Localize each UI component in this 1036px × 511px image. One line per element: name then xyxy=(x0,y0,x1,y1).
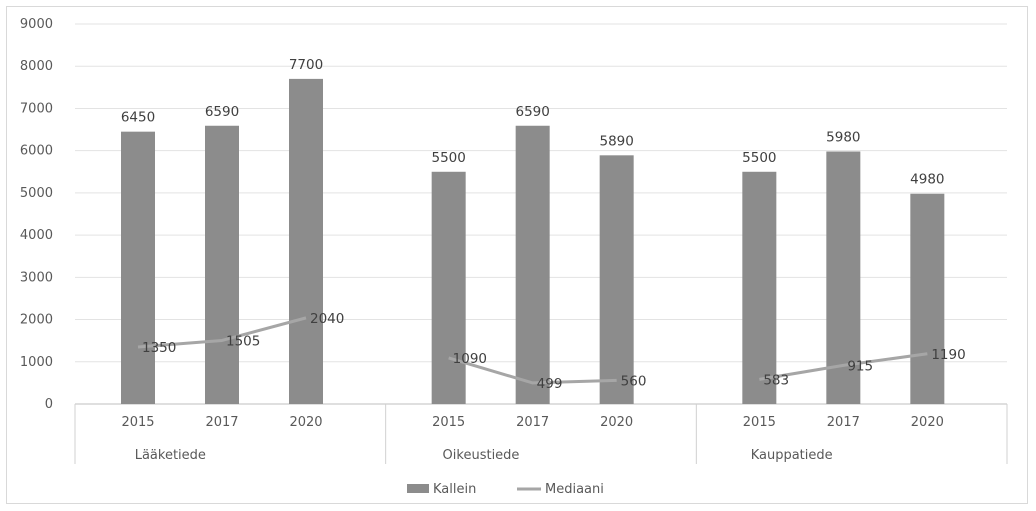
y-tick-label: 4000 xyxy=(20,228,53,243)
bar-value-label: 6590 xyxy=(205,104,239,120)
bar xyxy=(599,155,634,404)
x-tick-label: 2020 xyxy=(289,415,322,430)
bar-value-label: 7700 xyxy=(289,57,323,73)
chart-frame: 0 1000 2000 3000 4000 5000 6000 7000 8000 9000 201… xyxy=(6,6,1028,504)
bar xyxy=(205,125,239,404)
x-tick-label: 2015 xyxy=(432,415,465,430)
x-tick-label: 2015 xyxy=(121,415,154,430)
line-value-label: 560 xyxy=(621,373,647,389)
median-line xyxy=(759,352,928,381)
line-value-label: 583 xyxy=(763,372,789,388)
group-label: Lääketiede xyxy=(135,448,206,463)
y-tick-label: 0 xyxy=(45,397,53,412)
line-value-label: 915 xyxy=(847,358,873,374)
bar-value-label: 6590 xyxy=(515,104,549,120)
line-value-label: 499 xyxy=(537,376,563,392)
line-value-label: 1350 xyxy=(142,340,176,356)
x-tick-label: 2015 xyxy=(743,415,776,430)
median-line xyxy=(448,356,617,385)
line-value-label: 2040 xyxy=(310,311,344,327)
y-tick-label: 2000 xyxy=(20,313,53,328)
y-tick-label: 5000 xyxy=(20,186,53,201)
bar xyxy=(826,151,861,404)
bar xyxy=(289,78,323,404)
line-value-label: 1090 xyxy=(453,351,487,367)
line-value-label: 1190 xyxy=(931,347,965,363)
x-tick-label: 2020 xyxy=(911,415,944,430)
line-value-label: 1505 xyxy=(226,333,260,349)
y-tick-label: 1000 xyxy=(20,355,53,370)
y-tick-label: 8000 xyxy=(20,59,53,74)
median-line xyxy=(137,316,307,349)
x-tick-label: 2017 xyxy=(827,415,860,430)
line-layer xyxy=(137,316,928,385)
bar-value-label: 6450 xyxy=(121,110,155,126)
chart-svg: 0 1000 2000 3000 4000 5000 6000 7000 8000 9000 201… xyxy=(20,17,1008,497)
bar xyxy=(431,171,466,404)
group-label: Oikeustiede xyxy=(443,448,520,463)
bar xyxy=(121,131,155,404)
bar xyxy=(515,125,550,404)
group-label: Kauppatiede xyxy=(751,448,833,463)
y-tick-label: 6000 xyxy=(20,144,53,159)
label-layer: 6450 6590 7700 5500 6590 5890 5500 5980 4980 1350… xyxy=(121,57,966,392)
y-tick-label: 7000 xyxy=(20,101,53,116)
bar-value-label: 4980 xyxy=(910,172,944,188)
x-tick-label: 2017 xyxy=(205,415,238,430)
y-tick-label: 9000 xyxy=(20,17,53,32)
y-tick-label: 3000 xyxy=(20,270,53,285)
bar-value-label: 5980 xyxy=(826,130,860,146)
bar xyxy=(742,171,777,404)
bar-value-label: 5500 xyxy=(742,150,776,166)
x-tick-label: 2020 xyxy=(600,415,633,430)
bar xyxy=(910,193,945,404)
legend-swatch-bar xyxy=(407,484,429,493)
bar-value-label: 5500 xyxy=(431,150,465,166)
bar-value-label: 5890 xyxy=(599,133,633,149)
legend-label-bar: Kallein xyxy=(433,482,476,497)
legend-label-line: Mediaani xyxy=(545,482,604,497)
bar-layer xyxy=(121,78,945,404)
x-tick-label: 2017 xyxy=(516,415,549,430)
legend-layer: Kallein Mediaani xyxy=(407,482,604,497)
